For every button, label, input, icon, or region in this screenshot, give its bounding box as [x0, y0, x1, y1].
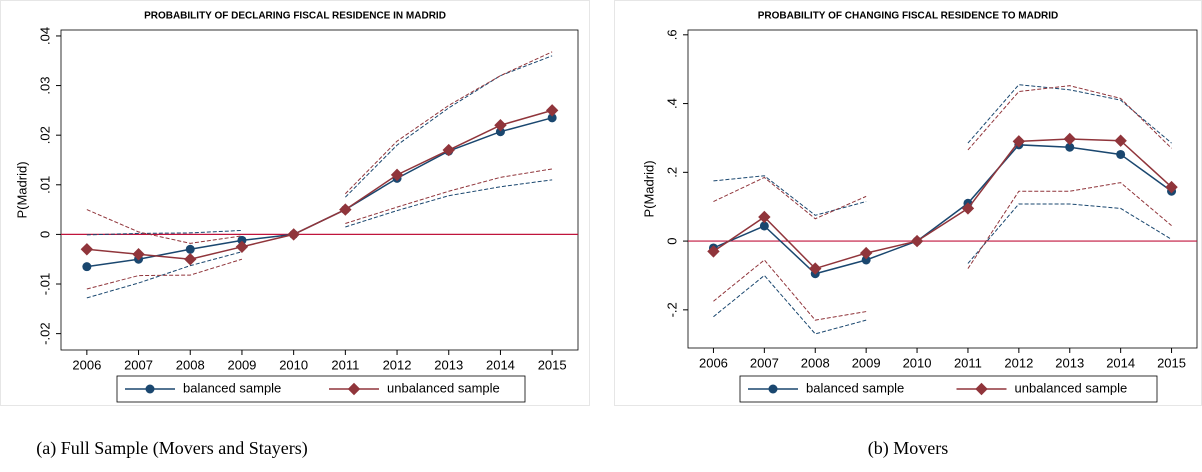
series-line: [713, 138, 1173, 270]
x-tick-label: 2012: [383, 357, 412, 372]
y-tick-label: 0: [37, 231, 52, 238]
legend-label: unbalanced sample: [1015, 380, 1128, 395]
panel-frame: [614, 0, 1202, 406]
x-tick-label: 2011: [954, 355, 982, 370]
x-tick-label: 2010: [279, 357, 308, 372]
x-tick-label: 2007: [124, 357, 153, 372]
marker: [132, 248, 145, 261]
y-tick-label: .4: [664, 98, 679, 109]
confidence-line: [86, 179, 553, 299]
chart-title: PROBABILITY OF DECLARING FISCAL RESIDENC…: [144, 11, 446, 22]
marker: [545, 104, 559, 117]
x-tick-label: 2010: [903, 355, 932, 370]
y-tick-label: -.01: [37, 273, 52, 295]
legend-label: balanced sample: [183, 380, 281, 395]
marker: [390, 168, 404, 182]
marker: [1114, 134, 1127, 147]
marker: [910, 234, 924, 248]
panel-frame: [0, 0, 590, 406]
marker: [287, 228, 300, 241]
y-tick-label: .6: [664, 29, 679, 40]
y-tick-label: -.2: [664, 302, 679, 317]
x-tick-label: 2006: [699, 355, 728, 370]
x-tick-label: 2007: [750, 355, 779, 370]
marker: [1065, 142, 1075, 152]
marker: [768, 384, 778, 394]
confidence-line: [713, 85, 1172, 220]
marker: [547, 113, 557, 123]
series-line: [713, 144, 1172, 275]
marker: [145, 384, 155, 394]
marker: [707, 245, 720, 258]
legend-box: [116, 375, 526, 403]
x-tick-label: 2014: [1106, 355, 1135, 370]
marker: [1116, 149, 1126, 159]
marker: [758, 210, 771, 224]
marker: [809, 262, 822, 275]
confidence-line: [713, 203, 1172, 335]
marker: [1012, 135, 1026, 148]
y-axis-label: P(Madrid): [14, 161, 29, 218]
x-tick-label: 2013: [1055, 355, 1084, 370]
marker: [82, 262, 92, 272]
x-tick-label: 2009: [227, 357, 256, 372]
x-tick-label: 2013: [434, 357, 463, 372]
confidence-line: [86, 55, 553, 236]
y-tick-label: .02: [37, 126, 52, 144]
chart-title: PROBABILITY OF CHANGING FISCAL RESIDENCE…: [758, 11, 1059, 22]
marker: [184, 253, 197, 266]
marker: [80, 243, 94, 256]
legend-box: [739, 375, 1158, 403]
marker: [442, 143, 455, 157]
marker: [1063, 132, 1076, 146]
legend-label: balanced sample: [806, 380, 904, 395]
marker: [347, 382, 361, 396]
marker: [759, 221, 769, 231]
marker: [185, 244, 195, 254]
x-tick-label: 2008: [801, 355, 830, 370]
marker: [494, 119, 507, 132]
confidence-line: [86, 51, 553, 244]
y-tick-label: 0: [664, 237, 679, 244]
marker: [859, 246, 873, 260]
series-line: [86, 109, 553, 260]
y-tick-label: .2: [664, 167, 679, 178]
x-tick-label: 2011: [331, 357, 359, 372]
marker: [1165, 180, 1178, 194]
y-tick-label: .01: [37, 176, 52, 194]
marker: [339, 203, 352, 216]
marker: [861, 255, 871, 265]
caption: (a) Full Sample (Movers and Stayers): [36, 438, 307, 459]
caption: (b) Movers: [868, 438, 948, 459]
x-tick-label: 2015: [1157, 355, 1186, 370]
x-tick-label: 2014: [486, 357, 515, 372]
legend-label: unbalanced sample: [387, 380, 500, 395]
y-tick-label: .04: [37, 27, 52, 45]
marker: [975, 382, 988, 396]
y-tick-label: -.02: [37, 322, 52, 344]
confidence-line: [713, 84, 1172, 216]
y-tick-label: .03: [37, 77, 52, 95]
plot-area: [687, 29, 1198, 349]
marker: [235, 240, 249, 254]
confidence-line: [713, 182, 1172, 321]
marker: [961, 202, 975, 215]
confidence-line: [86, 168, 553, 290]
x-tick-label: 2008: [176, 357, 205, 372]
x-tick-label: 2015: [538, 357, 567, 372]
plot-area: [60, 29, 579, 351]
x-tick-label: 2009: [852, 355, 881, 370]
marker: [495, 127, 505, 137]
y-axis-label: P(Madrid): [641, 160, 656, 217]
x-tick-label: 2006: [72, 357, 101, 372]
marker: [237, 235, 247, 245]
x-tick-label: 2012: [1004, 355, 1033, 370]
